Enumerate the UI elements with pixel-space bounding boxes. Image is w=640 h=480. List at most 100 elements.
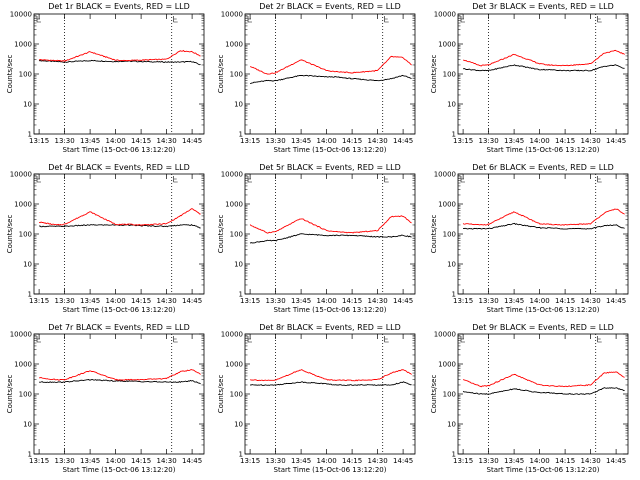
y-tick-label: 10000 [434,171,456,179]
y-tick-label: 10000 [10,11,32,19]
x-tick-label: 14:00 [530,137,550,145]
y-tick-label: 1000 [438,361,456,369]
y-axis-label: Counts/sec [430,55,438,94]
panel-det-4r: Det 4r BLACK = Events, RED = LLD 1 10 100 10… [6,163,205,314]
x-tick-label: 13:30 [479,457,499,465]
x-tick-label: 14:30 [157,297,177,305]
x-tick-label: 13:15 [29,297,49,305]
y-tick-label: 1 [452,131,456,139]
plot-frame [33,13,205,135]
x-tick-label: 14:30 [581,297,601,305]
corner-marker [597,336,602,343]
series-line-lld [462,208,625,226]
y-tick-label: 10 [447,261,456,269]
x-tick-label: 14:00 [317,137,337,145]
y-axis-label: Counts/sec [6,215,14,254]
y-tick-label: 1000 [225,361,243,369]
x-tick-label: 14:15 [131,457,151,465]
y-axis-label: Counts/sec [217,55,225,94]
x-tick-label: 14:45 [393,457,413,465]
series-line-lld [463,49,625,67]
x-tick-label: 14:00 [317,457,337,465]
x-tick-label: 14:30 [368,297,388,305]
x-tick-label: 14:15 [555,137,575,145]
corner-marker [460,176,465,183]
corner-marker [460,16,465,23]
plot-frame [244,173,416,295]
corner-marker [247,16,252,23]
x-tick-label: 13:15 [29,457,49,465]
y-tick-label: 100 [443,231,456,239]
corner-marker [247,176,252,183]
plot-frame [457,173,629,295]
y-tick-label: 10000 [434,331,456,339]
x-tick-label: 13:15 [453,137,473,145]
x-tick-label: 13:45 [504,297,524,305]
series-line-events [39,379,201,385]
x-tick-label: 14:15 [131,137,151,145]
corner-marker [384,16,389,23]
y-tick-label: 10 [23,421,32,429]
y-tick-label: 1 [452,451,456,459]
series-line-lld [462,371,625,388]
series-line-lld [249,55,412,75]
corner-marker [597,176,602,183]
series-line-lld [38,49,201,62]
x-tick-label: 14:00 [106,137,126,145]
plot-frame [33,333,205,455]
x-tick-label: 14:15 [131,297,151,305]
y-tick-label: 10 [23,101,32,109]
y-tick-label: 10000 [221,331,243,339]
x-tick-label: 13:45 [80,457,100,465]
corner-marker [173,16,178,23]
x-tick-label: 13:15 [29,137,49,145]
y-axis-label: Counts/sec [6,55,14,94]
panel-det-6r: Det 6r BLACK = Events, RED = LLD 1 10 100 10… [430,163,629,314]
y-tick-label: 1000 [438,41,456,49]
y-tick-label: 1 [28,451,32,459]
x-tick-label: 13:45 [80,297,100,305]
panel-title: Det 2r BLACK = Events, RED = LLD [259,2,401,11]
x-axis-label: Start Time (15-Oct-06 13:12:20) [63,146,176,154]
y-tick-label: 100 [443,391,456,399]
corner-marker [384,176,389,183]
y-tick-label: 1 [239,291,243,299]
y-tick-label: 1 [239,131,243,139]
y-tick-label: 10 [234,421,243,429]
y-tick-label: 10000 [221,11,243,19]
panel-det-2r: Det 2r BLACK = Events, RED = LLD 1 10 100 10… [217,2,416,154]
series-line-lld [249,215,412,234]
x-tick-label: 13:15 [453,297,473,305]
y-tick-label: 1000 [14,201,32,209]
corner-marker [247,336,252,343]
x-tick-label: 13:30 [55,297,75,305]
x-tick-label: 13:45 [504,137,524,145]
x-tick-label: 13:15 [240,297,260,305]
x-tick-label: 14:30 [581,137,601,145]
x-axis-label: Start Time (15-Oct-06 13:12:20) [487,306,600,314]
y-axis-label: Counts/sec [6,375,14,414]
panel-det-3r: Det 3r BLACK = Events, RED = LLD 1 10 100 10… [430,2,629,154]
x-tick-label: 13:45 [291,297,311,305]
series-line-events [463,222,625,230]
series-line-lld [39,369,201,381]
y-tick-label: 10 [234,101,243,109]
y-tick-label: 10 [234,261,243,269]
plot-frame [457,13,629,135]
x-axis-label: Start Time (15-Oct-06 13:12:20) [274,146,387,154]
panel-title: Det 8r BLACK = Events, RED = LLD [259,323,401,332]
x-tick-label: 14:15 [342,297,362,305]
y-tick-label: 10000 [434,11,456,19]
y-tick-label: 1 [28,291,32,299]
x-axis-label: Start Time (15-Oct-06 13:12:20) [63,306,176,314]
y-tick-label: 100 [230,71,243,79]
x-tick-label: 14:00 [530,457,550,465]
x-tick-label: 14:00 [106,457,126,465]
corner-marker [173,176,178,183]
corner-marker [36,176,41,183]
panel-det-5r: Det 5r BLACK = Events, RED = LLD 1 10 100 10… [217,163,416,314]
x-tick-label: 14:45 [182,137,202,145]
y-tick-label: 100 [230,391,243,399]
plot-frame [244,333,416,455]
